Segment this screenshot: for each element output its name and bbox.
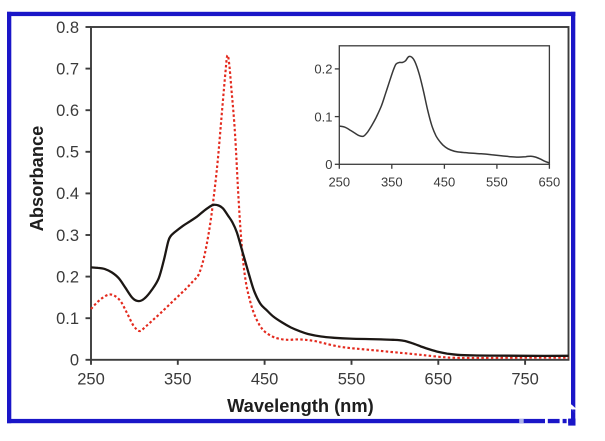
svg-text:0.8: 0.8 (56, 19, 79, 37)
svg-text:0.5: 0.5 (56, 144, 79, 162)
svg-text:350: 350 (381, 175, 403, 190)
svg-text:0.2: 0.2 (314, 62, 332, 77)
svg-text:750: 750 (511, 371, 539, 389)
svg-text:Wavelength (nm): Wavelength (nm) (227, 395, 374, 416)
svg-text:650: 650 (425, 371, 453, 389)
svg-text:0: 0 (325, 157, 332, 172)
svg-text:0.2: 0.2 (56, 268, 79, 286)
svg-text:250: 250 (328, 175, 350, 190)
svg-text:Absorbance: Absorbance (26, 126, 47, 232)
svg-text:0: 0 (70, 352, 79, 370)
svg-text:0.4: 0.4 (56, 185, 79, 203)
svg-text:450: 450 (434, 175, 456, 190)
svg-text:0.7: 0.7 (56, 60, 79, 78)
svg-text:550: 550 (338, 371, 366, 389)
svg-text:550: 550 (486, 175, 508, 190)
svg-text:650: 650 (539, 175, 561, 190)
svg-text:0.1: 0.1 (314, 109, 332, 124)
svg-text:250: 250 (77, 371, 105, 389)
svg-text:0.6: 0.6 (56, 102, 79, 120)
svg-text:0.3: 0.3 (56, 227, 79, 245)
svg-text:450: 450 (251, 371, 279, 389)
svg-text:350: 350 (164, 371, 192, 389)
svg-text:0.1: 0.1 (56, 310, 79, 328)
